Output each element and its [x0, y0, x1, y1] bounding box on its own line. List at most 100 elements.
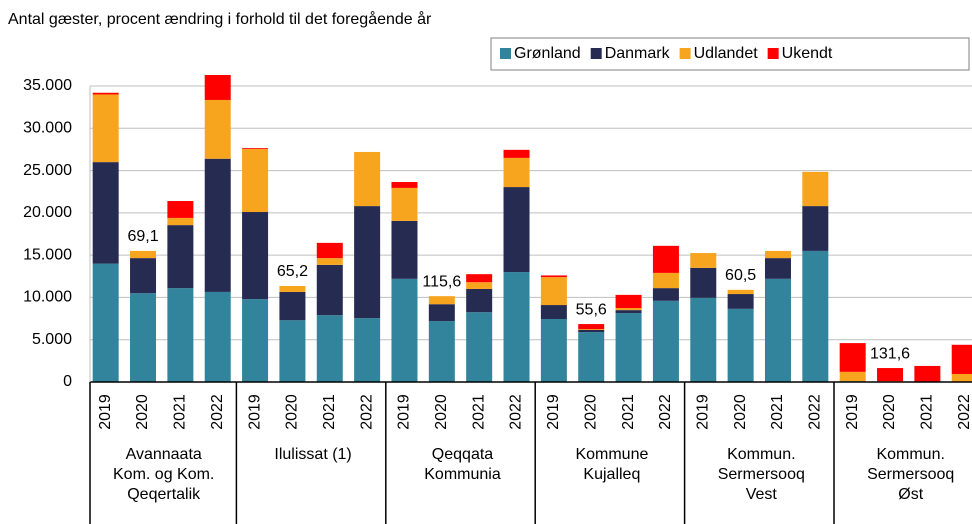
legend-label: Ukendt: [782, 45, 833, 62]
x-tick-label: 2019: [246, 394, 263, 430]
bar-segment: [615, 313, 642, 382]
bar-segment: [428, 296, 455, 305]
bar-segment: [391, 278, 418, 382]
bar-segment: [578, 332, 605, 382]
bar-segment: [466, 312, 493, 382]
bar-segment: [615, 294, 642, 308]
x-tick-label: 2020: [284, 394, 301, 430]
bar-segment: [578, 324, 605, 330]
bar-segment: [503, 272, 530, 382]
bar-segment: [428, 321, 455, 382]
y-tick-label: 0: [63, 373, 72, 390]
bar-segment: [279, 320, 306, 382]
bar-segment: [316, 242, 343, 259]
x-tick-label: 2020: [881, 394, 898, 430]
bar-segment: [839, 343, 866, 372]
x-tick-label: 2020: [582, 394, 599, 430]
bar-segment: [764, 258, 791, 279]
group-label: Qeqertalik: [127, 486, 201, 503]
bar-segment: [92, 162, 119, 264]
bar-segment: [354, 151, 381, 207]
legend-box: [490, 37, 970, 71]
bar-segment: [242, 212, 269, 300]
bar-segment: [503, 149, 530, 158]
x-tick-label: 2020: [134, 394, 151, 430]
x-tick-label: 2021: [470, 394, 487, 430]
bar-segment: [466, 282, 493, 289]
bar-segment: [951, 373, 972, 382]
bar-segment: [242, 148, 269, 150]
bar-segment: [503, 187, 530, 273]
bar-segment: [92, 94, 119, 163]
legend-label: Grønland: [514, 45, 581, 62]
bar-segment: [652, 272, 679, 289]
x-tick-label: 2022: [807, 394, 824, 430]
group-label: Kommune: [575, 446, 648, 463]
bar-segment: [540, 305, 567, 319]
bar-segment: [914, 365, 941, 382]
x-tick-label: 2021: [321, 394, 338, 430]
bar-segment: [279, 286, 306, 292]
bar-segment: [316, 315, 343, 382]
bar-segment: [167, 225, 194, 289]
bar-segment: [764, 278, 791, 382]
y-tick-label: 10.000: [23, 289, 72, 306]
bar-segment: [466, 274, 493, 283]
group-label: Kommun.: [876, 446, 944, 463]
y-tick-label: 5.000: [32, 331, 72, 348]
bar-segment: [615, 308, 642, 311]
bar-segment: [167, 288, 194, 382]
x-tick-label: 2022: [956, 394, 972, 430]
group-label: Qeqqata: [432, 446, 493, 463]
bar-segment: [690, 253, 717, 268]
group-label: Ilulissat (1): [274, 446, 351, 463]
legend: Grønland Danmark Udlandet Ukendt: [490, 37, 970, 71]
bar-segment: [354, 318, 381, 382]
bar-segment: [242, 299, 269, 382]
bar-segment: [391, 187, 418, 221]
x-tick-label: 2022: [209, 394, 226, 430]
y-tick-label: 35.000: [23, 77, 72, 94]
annotation: 69,1: [127, 228, 158, 245]
group-label: Kujalleq: [583, 466, 640, 483]
annotation: 60,5: [725, 267, 756, 284]
legend-swatch: [767, 48, 779, 59]
group-label: Avannaata: [126, 446, 202, 463]
annotation: 115,6: [422, 273, 461, 290]
bar-segment: [316, 264, 343, 316]
bar-segment: [690, 267, 717, 298]
x-tick-label: 2021: [172, 394, 189, 430]
x-tick-label: 2019: [694, 394, 711, 430]
bar-segment: [92, 92, 119, 95]
annotation: 131,6: [870, 345, 910, 362]
bar-segment: [503, 157, 530, 188]
bar-segment: [204, 75, 231, 100]
bar-segment: [839, 371, 866, 382]
y-tick-label: 20.000: [23, 204, 72, 221]
x-tick-label: 2020: [732, 394, 749, 430]
annotation: 55,6: [576, 301, 607, 318]
bar-segment: [615, 310, 642, 314]
bar-segment: [130, 258, 157, 294]
bar-segment: [802, 206, 829, 251]
bar-segment: [652, 300, 679, 382]
bar-segment: [279, 291, 306, 321]
bar-segment: [802, 250, 829, 382]
bar-segment: [652, 288, 679, 301]
bar-segment: [540, 318, 567, 382]
bar-segment: [764, 250, 791, 259]
bar-segment: [428, 304, 455, 322]
bar-segment: [204, 99, 231, 159]
annotation: 65,2: [277, 263, 308, 280]
bar-segment: [130, 250, 157, 259]
group-label: Vest: [746, 486, 778, 503]
legend-label: Danmark: [605, 45, 671, 62]
bar-segment: [727, 289, 754, 295]
bar-segment: [951, 344, 972, 374]
y-tick-label: 15.000: [23, 246, 72, 263]
bar-segment: [316, 258, 343, 265]
x-tick-label: 2022: [508, 394, 525, 430]
bar-segment: [578, 329, 605, 333]
group-label: Kommun.: [727, 446, 795, 463]
